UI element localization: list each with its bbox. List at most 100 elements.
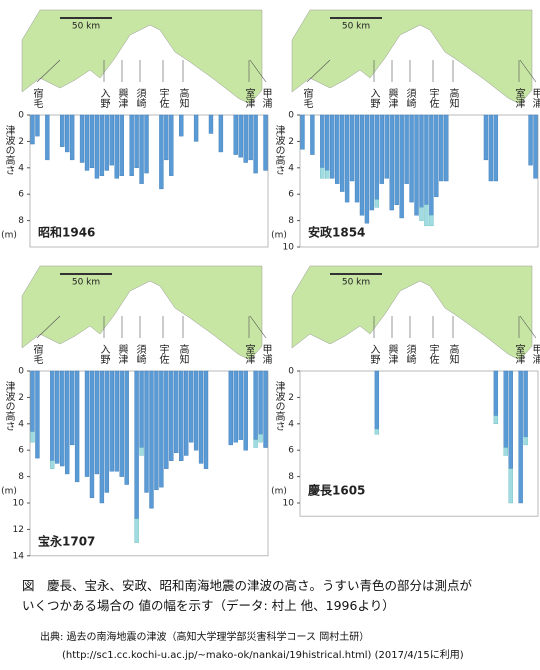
y-axis-unit: (m) (1, 231, 17, 241)
bar (69, 370, 75, 446)
place-label: 入野 (98, 88, 110, 108)
bar (79, 114, 85, 163)
bar (89, 370, 95, 498)
place-label: 須崎 (134, 344, 146, 364)
bar (159, 114, 164, 190)
bar (414, 114, 419, 216)
bar (60, 370, 65, 467)
bar (394, 114, 399, 205)
place-label: 興津 (386, 88, 398, 109)
place-label: 入野 (98, 344, 110, 364)
era-label: 宝永1707 (38, 533, 95, 548)
bar (409, 114, 414, 203)
bar (144, 370, 149, 493)
y-axis-unit: (m) (1, 487, 17, 497)
bar (339, 114, 345, 192)
y-tick-label: 0 (288, 367, 294, 377)
y-tick-label: 14 (13, 551, 25, 561)
bar-range (374, 428, 380, 435)
y-axis-label: 津波の高さ (3, 381, 15, 431)
bar (518, 370, 523, 504)
leader-line (249, 59, 267, 83)
leader-line (519, 59, 537, 83)
bar-range (325, 170, 330, 179)
bar (263, 370, 268, 448)
plot-frame (29, 370, 269, 557)
y-axis-label: 津波の高さ (3, 125, 15, 175)
bar (94, 370, 100, 475)
bar (188, 370, 194, 443)
bar-range (374, 199, 380, 208)
bar (184, 370, 189, 456)
era-label: 昭和1946 (38, 225, 95, 240)
bar (523, 370, 528, 438)
caption: 図 慶長、宝永、安政、昭和南海地震の津波の高さ。うすい青色の部分は測点が (22, 578, 473, 593)
bar (114, 370, 119, 472)
leader-line (249, 315, 267, 339)
bar (399, 114, 404, 219)
bar (149, 370, 154, 509)
place-label: 入野 (368, 344, 380, 364)
bar (429, 114, 434, 216)
bar (354, 114, 360, 203)
bar (65, 114, 70, 153)
bar (134, 370, 139, 520)
bar (30, 114, 35, 145)
y-tick-label: 6 (18, 446, 24, 456)
plot-frame (299, 114, 539, 248)
bar (320, 114, 325, 168)
bar (109, 114, 114, 166)
place-label: 室津 (513, 87, 525, 109)
y-tick-label: 12 (13, 525, 24, 535)
bar (50, 370, 55, 461)
bar (218, 114, 224, 153)
place-label: 宇佐 (427, 87, 439, 109)
bar (389, 114, 394, 211)
bar (139, 114, 144, 184)
y-tick-label: 10 (283, 499, 295, 509)
bar-range (424, 204, 429, 227)
bar (310, 114, 315, 155)
bar (109, 370, 114, 472)
bar (300, 114, 305, 150)
bar (74, 370, 80, 483)
leader-line (306, 59, 331, 83)
leader-line (36, 315, 61, 339)
map-scale: 50 km (72, 278, 100, 288)
bar (253, 114, 258, 174)
bar (114, 114, 119, 179)
y-tick-label: 4 (288, 419, 294, 429)
y-tick-label: 2 (18, 137, 24, 147)
y-tick-label: 0 (18, 367, 24, 377)
bar-range (503, 447, 508, 456)
bar (263, 114, 268, 171)
bar (65, 370, 70, 475)
y-axis-unit: (m) (271, 487, 287, 497)
bar (228, 370, 233, 446)
bar (159, 370, 164, 488)
bar (439, 114, 444, 182)
bar-range (258, 434, 263, 443)
bar-range (429, 215, 434, 227)
map-land (291, 9, 533, 105)
bar (104, 114, 110, 171)
bar (198, 370, 204, 464)
bar (404, 114, 409, 184)
bar (134, 114, 139, 168)
bar (30, 370, 35, 432)
bar (208, 114, 214, 134)
y-tick-label: 0 (18, 111, 24, 121)
bar (503, 370, 508, 448)
bar (493, 114, 499, 182)
place-label: 興津 (116, 344, 128, 365)
bar (60, 114, 65, 147)
place-label: 高知 (177, 87, 189, 108)
bar (89, 114, 95, 168)
bar (233, 370, 238, 443)
bar (179, 370, 184, 461)
leader-line (519, 315, 537, 339)
y-axis-unit: (m) (271, 231, 287, 241)
